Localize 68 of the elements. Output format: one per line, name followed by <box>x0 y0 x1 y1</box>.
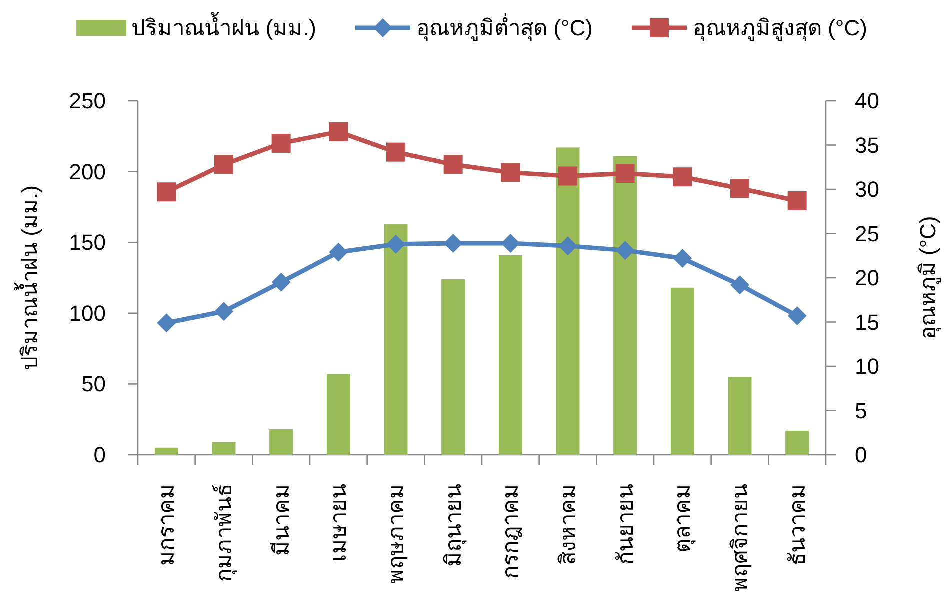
bar <box>212 442 236 455</box>
y2-tick-label: 0 <box>855 442 868 468</box>
bar <box>498 255 522 455</box>
point <box>501 234 520 253</box>
point <box>501 163 520 182</box>
x-tick-label: สิงหาคม <box>556 484 580 565</box>
point <box>214 302 234 322</box>
point <box>616 241 635 260</box>
bar <box>154 448 178 455</box>
x-tick-label: พฤศจิกายน <box>728 484 752 592</box>
bar <box>670 288 694 455</box>
point <box>386 234 406 254</box>
point <box>788 306 807 326</box>
point <box>272 272 291 292</box>
y2-tick-label: 15 <box>855 310 880 335</box>
bar <box>442 279 466 455</box>
x-tick-label: มิถุนายน <box>440 484 467 567</box>
point <box>444 155 463 174</box>
point <box>214 155 234 174</box>
bar <box>728 377 752 455</box>
y-tick-label: 100 <box>69 300 106 326</box>
point <box>157 182 176 202</box>
point <box>558 236 578 256</box>
point <box>558 166 578 186</box>
point <box>444 234 463 253</box>
point <box>730 276 750 295</box>
point <box>673 249 692 268</box>
legend-label: อุณหภูมิสูงสุด (°C) <box>692 16 868 42</box>
legend-label: อุณหภูมิต่ำสุด (°C) <box>416 12 593 42</box>
x-tick-label: กันยายน <box>612 484 638 565</box>
bar <box>786 430 810 455</box>
y2-tick-label: 5 <box>855 398 868 424</box>
x-tick-label: กุมภาพันธ์ <box>212 484 238 582</box>
legend-label: ปริมาณน้ำฝน (มม.) <box>132 12 316 40</box>
point <box>730 179 750 198</box>
bar <box>326 374 350 455</box>
y2-tick-label: 30 <box>855 177 880 202</box>
x-tick-label: มกราคม <box>154 484 180 566</box>
x-tick-label: พฤษภาคม <box>384 484 408 584</box>
y2-tick-label: 10 <box>855 354 880 379</box>
bar <box>270 430 294 455</box>
y-tick-label: 150 <box>69 230 106 256</box>
y-tick-label: 50 <box>82 372 106 397</box>
x-tick-label: มีนาคม <box>268 484 294 556</box>
point <box>329 122 348 142</box>
y2-tick-label: 35 <box>855 132 880 158</box>
y2-axis-title: อุณหภูมิ (°C) <box>916 216 942 340</box>
bar <box>556 148 580 455</box>
point <box>386 142 406 162</box>
y2-tick-label: 40 <box>855 88 880 114</box>
point <box>673 168 692 187</box>
y-axis-title: ปริมาณน้ำฝน (มม.) <box>14 186 42 370</box>
y2-tick-label: 20 <box>855 266 880 290</box>
point <box>329 242 348 262</box>
point <box>272 134 291 153</box>
x-tick-label: ตุลาคม <box>670 484 696 553</box>
x-tick-label: กรกฎาคม <box>498 484 524 579</box>
bar <box>614 156 638 455</box>
point <box>616 164 635 184</box>
point <box>788 192 807 211</box>
y-tick-label: 0 <box>94 442 106 468</box>
x-tick-label: เมษายน <box>326 484 352 562</box>
y-tick-label: 250 <box>69 88 106 114</box>
y2-tick-label: 25 <box>855 221 880 246</box>
x-tick-label: ธันวาคม <box>784 484 810 566</box>
bar <box>384 224 408 455</box>
y-tick-label: 200 <box>69 159 106 184</box>
point <box>157 314 176 333</box>
